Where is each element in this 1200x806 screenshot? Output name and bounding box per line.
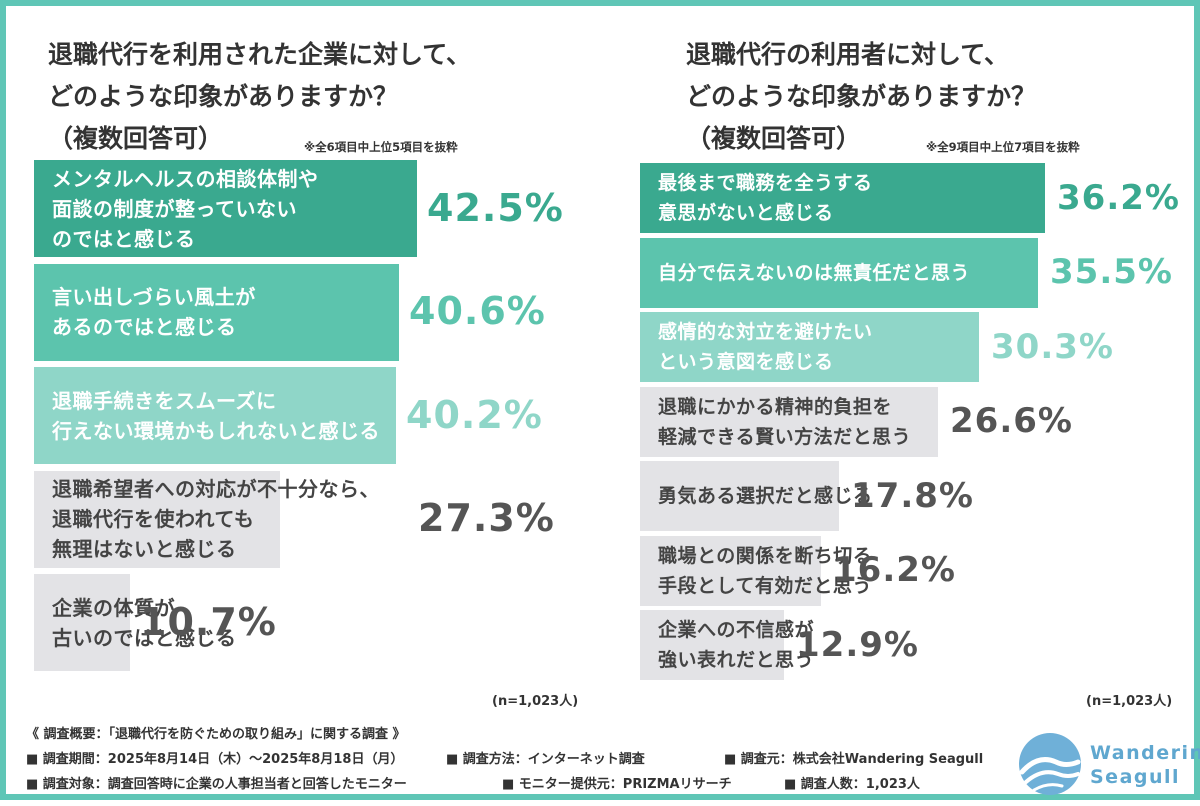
bar-value-2: 40.6%: [409, 289, 546, 334]
bar-value-3: 30.3%: [991, 326, 1114, 367]
right-sample-size: (n=1,023人): [1086, 694, 1173, 709]
left-note: ※全6項目中上位5項目を抜粋: [304, 140, 458, 154]
bar-label-2: 自分で伝えないのは無責任だと思う: [658, 261, 971, 284]
footer-summary: 《 調査概要：「退職代行を防ぐための取り組み」に関する調査 》: [26, 727, 406, 742]
footer-count: ■ 調査人数：1,023人: [784, 777, 920, 792]
bar-label-3: 感情的な対立を避けたい という意図を感じる: [658, 321, 873, 373]
bar-2: [34, 263, 399, 361]
bar-value-2: 35.5%: [1050, 252, 1173, 293]
footer-target: ■ 調査対象：調査回答時に企業の人事担当者と回答したモニター: [26, 777, 407, 792]
bar-label-2: 言い出しづらい風土が あるのではと感じる: [52, 285, 256, 339]
bar-2: [640, 237, 1038, 308]
footer-provider: ■ モニター提供元：PRIZMAリサーチ: [502, 777, 732, 792]
bar-5: [640, 461, 839, 531]
right-title-line-1: 退職代行の利用者に対して、: [686, 40, 1010, 69]
bar-label-4: 退職希望者への対応が不十分なら、 退職代行を使われても 無理はないと感じる: [52, 477, 380, 561]
wave-logo-icon: [1019, 733, 1081, 795]
bar-1: [34, 160, 417, 257]
bar-value-5: 17.8%: [851, 475, 974, 516]
logo-text-line-2: Seagull: [1090, 766, 1181, 788]
left-title-line-3: （複数回答可）: [48, 124, 224, 153]
bar-3: [640, 312, 979, 382]
bar-5: [34, 574, 130, 671]
left-title-line-2: どのような印象がありますか？: [48, 82, 399, 111]
bar-label-1: 最後まで職務を全うする 意思がないと感じる: [658, 172, 873, 224]
bar-1: [640, 163, 1045, 233]
bar-3: [34, 367, 396, 464]
bar-value-7: 12.9%: [796, 624, 919, 665]
bar-value-4: 27.3%: [418, 496, 555, 541]
bar-label-6: 職場との関係を断ち切る 手段として有効だと思う: [658, 544, 873, 597]
bar-label-5: 勇気ある選択だと感じる: [658, 485, 873, 507]
bar-value-6: 16.2%: [833, 550, 956, 591]
footer-method: ■ 調査方法：インターネット調査: [446, 752, 645, 767]
bar-value-5: 10.7%: [140, 599, 277, 644]
bar-4: [34, 470, 280, 568]
survey-footer: 《 調査概要：「退職代行を防ぐための取り組み」に関する調査 》 ■ 調査期間：2…: [6, 721, 1200, 806]
bar-4: [640, 386, 938, 457]
footer-period: ■ 調査期間：2025年8月14日（木）〜2025年8月18日（月）: [26, 752, 404, 767]
bar-value-4: 26.6%: [950, 401, 1073, 442]
bar-7: [640, 610, 784, 680]
bar-6: [640, 535, 821, 606]
bar-value-1: 36.2%: [1057, 177, 1180, 218]
logo-text-line-1: Wandering: [1090, 742, 1200, 764]
left-title-line-1: 退職代行を利用された企業に対して、: [48, 40, 472, 69]
right-title-line-2: どのような印象がありますか？: [686, 82, 1037, 111]
bar-label-5: 企業の体質が 古いのではと感じる: [52, 595, 237, 650]
left-sample-size: (n=1,023人): [492, 694, 579, 709]
footer-source: ■ 調査元：株式会社Wandering Seagull: [724, 752, 984, 767]
bar-value-1: 42.5%: [427, 185, 564, 230]
bar-label-3: 退職手続きをスムーズに 行えない環境かもしれないと感じる: [52, 388, 380, 443]
bar-label-4: 退職にかかる精神的負担を 軽減できる賢い方法だと思う: [658, 395, 912, 448]
bar-value-3: 40.2%: [406, 392, 543, 437]
right-title-line-3: （複数回答可）: [686, 124, 862, 153]
bar-label-1: メンタルヘルスの相談体制や 面談の制度が整っていない のではと感じる: [52, 166, 319, 251]
bar-label-7: 企業への不信感が 強い表れだと思う: [658, 619, 815, 671]
right-note: ※全9項目中上位7項目を抜粋: [926, 140, 1080, 154]
